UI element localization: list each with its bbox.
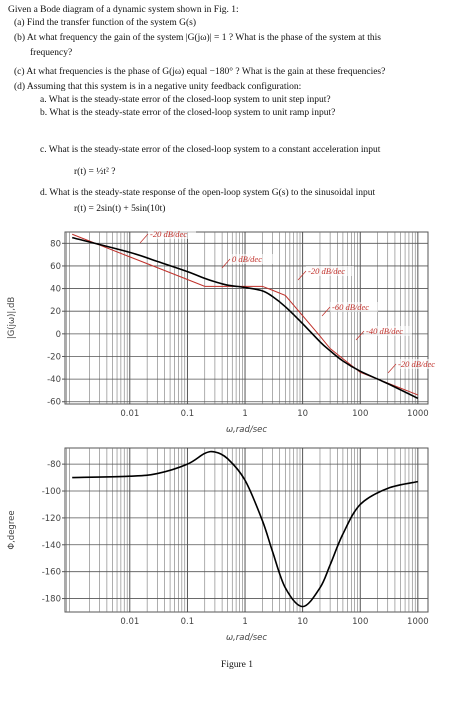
x-tick-label: 0.01	[120, 617, 139, 627]
y-tick-label: -160	[42, 568, 61, 578]
y-axis-label: |G(jω)|,dB	[7, 297, 17, 340]
y-tick-label: -180	[42, 595, 61, 605]
annotation: -20 dB/dec	[150, 229, 187, 239]
y-tick-label: -40	[47, 375, 61, 385]
annotation: -40 dB/dec	[366, 326, 403, 336]
question-line: (d) Assuming that this system is in a ne…	[14, 81, 301, 92]
y-tick-label: -100	[42, 487, 61, 497]
y-tick-label: 80	[50, 239, 61, 249]
x-tick-label: 10	[297, 409, 308, 419]
question-line: d. What is the steady-state response of …	[40, 187, 376, 198]
question-line: (a) Find the transfer function of the sy…	[14, 17, 196, 28]
x-tick-label: 1000	[407, 409, 429, 419]
annotation: 0 dB/dec	[232, 254, 262, 264]
x-tick-label: 1000	[407, 617, 429, 627]
x-tick-label: 100	[352, 409, 368, 419]
y-tick-label: -120	[42, 514, 61, 524]
annotation: -20 dB/dec	[308, 266, 345, 276]
question-line: (c) At what frequencies is the phase of …	[14, 66, 385, 77]
x-axis-label: ω,rad/sec	[226, 425, 267, 435]
y-tick-label: -80	[47, 460, 61, 470]
intro: Given a Bode diagram of a dynamic system…	[8, 4, 239, 15]
x-tick-label: 1	[242, 409, 247, 419]
x-tick-label: 100	[352, 617, 368, 627]
x-axis-label: ω,rad/sec	[226, 633, 267, 643]
y-tick-label: 40	[50, 285, 61, 295]
annotation: -60 dB/dec	[332, 302, 369, 312]
plot-area	[64, 447, 429, 613]
annotation-leader	[139, 233, 149, 244]
annotation-leader	[355, 330, 365, 341]
y-tick-label: 0	[56, 330, 61, 340]
question-line: a. What is the steady-state error of the…	[40, 94, 331, 105]
question-line: r(t) = ½t² ?	[74, 166, 115, 177]
annotation-leader	[221, 258, 231, 269]
y-tick-label: -20	[47, 352, 61, 362]
question-line: r(t) = 2sin(t) + 5sin(10t)	[74, 203, 165, 214]
y-tick-label: -60	[47, 398, 61, 408]
caption: Figure 1	[221, 660, 253, 670]
annotation-leader	[321, 306, 331, 317]
y-axis-label: Φ,degree	[7, 510, 17, 549]
annotation-leader	[297, 270, 307, 281]
series-line	[72, 233, 419, 396]
annotation: -20 dB/dec	[398, 359, 435, 369]
x-tick-label: 1	[242, 617, 247, 627]
series-line	[72, 450, 419, 608]
x-tick-label: 10	[297, 617, 308, 627]
annotation-bg	[148, 229, 196, 239]
annotation-bg	[330, 302, 378, 312]
y-tick-label: 20	[50, 307, 61, 317]
y-tick-label: -140	[42, 541, 61, 551]
question-line: frequency?	[30, 47, 72, 58]
series-line	[71, 236, 419, 400]
question-line: b. What is the steady-state error of the…	[40, 107, 335, 118]
question-line: c. What is the steady-state error of the…	[40, 144, 381, 155]
question-line: (b) At what frequency the gain of the sy…	[14, 32, 381, 43]
x-tick-label: 0.1	[181, 409, 195, 419]
y-tick-label: 60	[50, 262, 61, 272]
x-tick-label: 0.1	[181, 617, 195, 627]
annotation-leader	[387, 363, 397, 374]
x-tick-label: 0.01	[120, 409, 139, 419]
annotation-bg	[306, 266, 354, 276]
annotation-bg	[230, 254, 278, 264]
annotation-bg	[364, 326, 412, 336]
annotation-bg	[396, 359, 444, 369]
